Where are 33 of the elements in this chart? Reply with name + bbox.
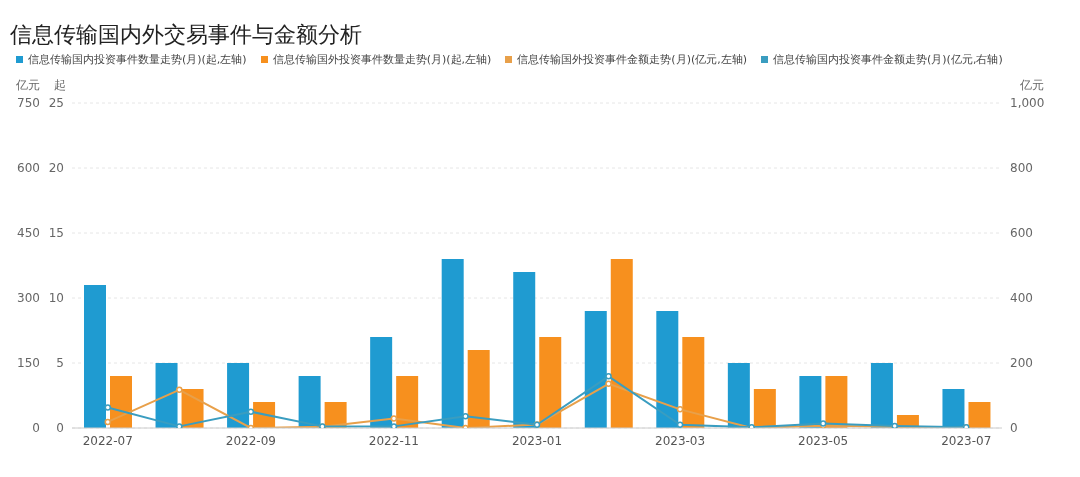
x-tick-label: 2023-03 — [655, 433, 706, 448]
y2-tick-label: 600 — [1010, 226, 1033, 241]
x-tick-label: 2023-01 — [511, 433, 563, 448]
y2-tick-label: 400 — [1010, 291, 1033, 306]
legend-label: 信息传输国外投资事件数量走势(月)(起,左轴) — [271, 52, 492, 67]
y-axis-title: 起 — [54, 78, 66, 92]
y3-tick-label: 750 — [17, 96, 40, 111]
x-tick-label: 2023-07 — [941, 433, 992, 448]
legend-label: 信息传输国内投资事件数量走势(月)(起,左轴) — [27, 52, 247, 67]
x-tick-label: 2023-05 — [798, 433, 849, 448]
legend-label: 信息传输国内投资事件金额走势(月)(亿元,右轴) — [772, 52, 1003, 67]
chart-title: 信息传输国内外交易事件与金额分析 — [9, 21, 363, 49]
y3-axis-title: 亿元 — [15, 78, 40, 92]
y-tick-label: 25 — [48, 96, 64, 111]
y3-tick-label: 600 — [17, 161, 40, 176]
y2-tick-label: 800 — [1010, 161, 1033, 176]
y3-tick-label: 150 — [17, 356, 40, 371]
y2-axis-title: 亿元 — [1019, 78, 1044, 92]
y3-tick-label: 300 — [17, 291, 40, 306]
y2-tick-label: 1,000 — [1010, 96, 1045, 111]
x-tick-label: 2022-09 — [225, 433, 276, 448]
y-tick-label: 5 — [56, 356, 64, 371]
y2-tick-label: 200 — [1010, 356, 1033, 371]
x-tick-label: 2022-07 — [82, 433, 133, 448]
y-tick-label: 10 — [48, 291, 64, 306]
y-tick-label: 0 — [56, 421, 64, 436]
legend-label: 信息传输国外投资事件金额走势(月)(亿元,左轴) — [516, 52, 748, 67]
y2-tick-label: 0 — [1010, 421, 1018, 436]
y3-tick-label: 0 — [32, 421, 40, 436]
y-tick-label: 15 — [48, 226, 64, 241]
x-tick-label: 2022-11 — [368, 433, 419, 448]
y-tick-label: 20 — [48, 161, 64, 176]
y3-tick-label: 450 — [17, 226, 40, 241]
